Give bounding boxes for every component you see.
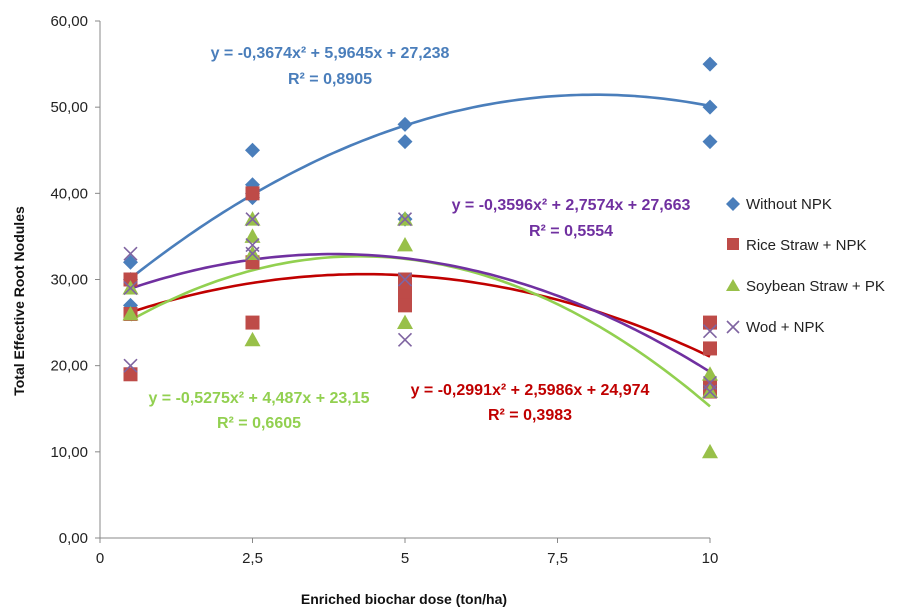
- y-tick-label: 0,00: [59, 530, 88, 547]
- legend-label: Wod + NPK: [746, 319, 825, 336]
- x-tick-label: 10: [702, 550, 719, 567]
- legend-label: Without NPK: [746, 196, 832, 213]
- point-soybean-straw-pk: [397, 237, 413, 252]
- point-without-npk: [245, 142, 260, 158]
- equation-wod-npk: y = -0,3596x² + 2,7574x + 27,663: [452, 197, 691, 214]
- trendlines: [129, 93, 711, 408]
- point-wod-npk: [397, 212, 413, 227]
- x-axis-title: Enriched biochar dose (ton/ha): [301, 591, 507, 607]
- plot-area: 0,00 10,00 20,00 30,00 40,00 50,00 60,00 0 2,5 5…: [50, 13, 718, 567]
- point-wod-npk: [702, 324, 718, 339]
- r2-without-npk: R² = 0,8905: [288, 71, 372, 88]
- y-tick-label: 50,00: [50, 99, 88, 116]
- point-wod-npk: [397, 332, 413, 347]
- point-rice-straw-npk: [245, 315, 260, 330]
- point-wod-npk: [245, 212, 260, 227]
- legend-label: Rice Straw + NPK: [746, 237, 866, 254]
- r2-rice-straw-npk: R² = 0,3983: [488, 407, 572, 424]
- legend-marker-triangle: [726, 279, 740, 291]
- point-wod-npk: [123, 281, 138, 296]
- point-without-npk: [702, 134, 718, 150]
- trendline-without-npk: [129, 93, 711, 280]
- point-soybean-straw-pk: [244, 228, 261, 243]
- y-tick-label: 40,00: [50, 185, 88, 202]
- point-rice-straw-npk: [123, 272, 138, 287]
- equation-rice-straw-npk: y = -0,2991x² + 2,5986x + 24,974: [411, 382, 650, 399]
- y-tick-label: 30,00: [50, 272, 88, 289]
- point-soybean-straw-pk: [122, 305, 139, 321]
- point-without-npk: [397, 134, 413, 150]
- y-tick-label: 20,00: [50, 358, 88, 375]
- y-tick-label: 10,00: [50, 444, 88, 461]
- point-rice-straw-npk: [123, 367, 138, 382]
- equation-soybean-straw-pk: y = -0,5275x² + 4,487x + 23,15: [148, 390, 369, 407]
- point-wod-npk: [702, 384, 718, 399]
- legend: Without NPK Rice Straw + NPK Soybean Str…: [726, 196, 885, 336]
- r2-soybean-straw-pk: R² = 0,6605: [217, 415, 301, 432]
- point-without-npk: [702, 99, 718, 115]
- y-axis-title: Total Effective Root Nodules: [11, 206, 27, 396]
- r2-wod-npk: R² = 0,5554: [529, 223, 613, 240]
- y-tick-label: 60,00: [50, 13, 88, 30]
- trendline-rice-straw-npk: [130, 272, 711, 358]
- point-without-npk: [702, 56, 718, 72]
- point-without-npk: [123, 254, 138, 270]
- y-axis-ticks: 0,00 10,00 20,00 30,00 40,00 50,00 60,00: [50, 13, 100, 547]
- point-wod-npk: [245, 246, 260, 261]
- x-tick-label: 2,5: [242, 550, 263, 567]
- legend-item-soybean-straw-pk: Soybean Straw + PK: [726, 278, 885, 295]
- legend-item-rice-straw-npk: Rice Straw + NPK: [727, 237, 866, 254]
- point-wod-npk: [123, 246, 138, 261]
- point-wod-npk: [397, 272, 413, 287]
- legend-marker-x: [726, 320, 740, 334]
- point-soybean-straw-pk: [702, 443, 718, 459]
- x-tick-label: 5: [401, 550, 409, 567]
- x-tick-label: 0: [96, 550, 104, 567]
- legend-item-wod-npk: Wod + NPK: [726, 319, 825, 336]
- data-markers: [122, 56, 718, 459]
- point-rice-straw-npk: [703, 315, 717, 330]
- point-without-npk: [397, 116, 413, 132]
- trendline-wod-npk: [130, 252, 711, 374]
- point-soybean-straw-pk: [702, 366, 718, 381]
- point-wod-npk: [123, 358, 138, 373]
- point-rice-straw-npk: [245, 186, 260, 201]
- point-soybean-straw-pk: [397, 314, 413, 329]
- x-axis-ticks: 0 2,5 5 7,5 10: [96, 538, 719, 567]
- equation-without-npk: y = -0,3674x² + 5,9645x + 27,238: [211, 45, 450, 62]
- legend-marker-diamond: [726, 197, 740, 211]
- legend-label: Soybean Straw + PK: [746, 278, 885, 295]
- point-soybean-straw-pk: [244, 331, 261, 347]
- legend-item-without-npk: Without NPK: [726, 196, 832, 213]
- x-tick-label: 7,5: [547, 550, 568, 567]
- point-rice-straw-npk: [398, 298, 412, 313]
- point-rice-straw-npk: [703, 341, 717, 356]
- legend-marker-square: [727, 238, 739, 250]
